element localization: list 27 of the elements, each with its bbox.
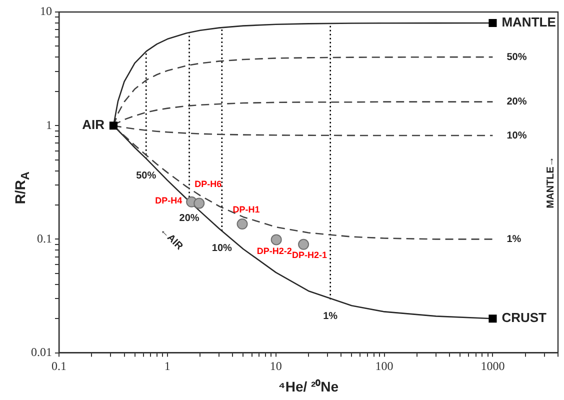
series-label: 1% [506, 234, 522, 245]
y-tick-label: 0.01 [31, 344, 52, 359]
series-label: 10% [506, 130, 527, 142]
annotation: MANTLE→ [545, 156, 556, 208]
x-tick-label: 100 [375, 359, 394, 374]
series-label: MANTLE [502, 14, 556, 30]
series-label: 1% [323, 311, 338, 322]
y-tick-label: 0.1 [37, 231, 52, 246]
series-label: CRUST [502, 310, 547, 326]
x-tick-label: 1 [164, 359, 170, 374]
series-label: 50% [506, 52, 527, 63]
x-tick-label: 10 [270, 359, 282, 374]
data-label: DP-H2-2 [256, 246, 292, 256]
x-tick-label: 1000 [480, 359, 505, 374]
series-label: 50% [136, 170, 156, 182]
series-label: 10% [212, 242, 232, 254]
data-label: DP-H2-1 [292, 250, 328, 260]
series-label: AIR [82, 117, 106, 132]
x-tick-label: 0.1 [52, 359, 66, 374]
y-tick-label: 1 [46, 118, 52, 132]
series-label: 20% [506, 96, 527, 108]
x-axis-title: ⁴He/ ²⁰Ne [278, 378, 339, 394]
series-label: 20% [179, 212, 200, 224]
data-label: DP-H4 [155, 195, 182, 206]
y-tick-label: 10 [40, 4, 52, 18]
data-label: DP-H1 [232, 204, 260, 215]
data-label: DP-H6 [194, 178, 222, 189]
